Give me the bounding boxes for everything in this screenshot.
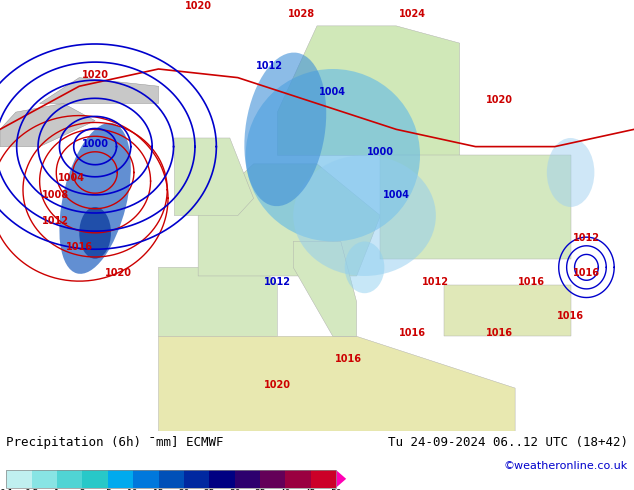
Ellipse shape: [293, 155, 436, 276]
Polygon shape: [380, 155, 571, 259]
Text: 1004: 1004: [58, 173, 85, 183]
Bar: [311, 470, 336, 488]
Text: 1016: 1016: [486, 328, 513, 338]
Text: Tu 24-09-2024 06..12 UTC (18+42): Tu 24-09-2024 06..12 UTC (18+42): [387, 436, 628, 449]
Bar: [209, 470, 235, 488]
Text: 1000: 1000: [82, 139, 108, 148]
Bar: [82, 470, 108, 488]
Bar: [6, 470, 336, 488]
Text: 1008: 1008: [42, 190, 69, 200]
Polygon shape: [158, 336, 515, 431]
Text: 1004: 1004: [320, 87, 346, 97]
Text: 1016: 1016: [517, 276, 545, 287]
Bar: [133, 470, 158, 488]
Text: 1012: 1012: [256, 61, 283, 71]
Bar: [32, 470, 57, 488]
Bar: [57, 470, 82, 488]
Text: 1020: 1020: [82, 70, 108, 79]
Polygon shape: [293, 242, 356, 336]
Bar: [6, 470, 32, 488]
Bar: [235, 470, 260, 488]
Text: 1004: 1004: [383, 190, 410, 200]
Ellipse shape: [244, 52, 327, 206]
Text: 1020: 1020: [264, 380, 291, 390]
Bar: [158, 470, 184, 488]
Text: 1012: 1012: [573, 233, 600, 244]
Ellipse shape: [345, 242, 384, 293]
Ellipse shape: [60, 123, 131, 274]
Text: 1020: 1020: [486, 96, 513, 105]
Text: Precipitation (6h) ¯mm] ECMWF: Precipitation (6h) ¯mm] ECMWF: [6, 436, 224, 449]
Ellipse shape: [79, 207, 111, 259]
Bar: [108, 470, 133, 488]
Text: 1016: 1016: [335, 354, 362, 364]
Polygon shape: [158, 268, 278, 336]
Polygon shape: [174, 138, 254, 216]
Text: 1020: 1020: [105, 268, 133, 278]
Polygon shape: [278, 26, 460, 155]
Text: 1020: 1020: [184, 0, 212, 11]
Polygon shape: [444, 285, 571, 336]
Polygon shape: [336, 470, 346, 488]
Text: 1012: 1012: [422, 276, 450, 287]
Ellipse shape: [547, 138, 595, 207]
Text: 1016: 1016: [66, 242, 93, 252]
Text: 1016: 1016: [557, 311, 584, 321]
Polygon shape: [198, 164, 380, 276]
Text: 1012: 1012: [42, 216, 69, 226]
Polygon shape: [0, 103, 95, 147]
Polygon shape: [39, 77, 158, 103]
Bar: [285, 470, 311, 488]
Text: 1016: 1016: [573, 268, 600, 278]
Text: 1016: 1016: [399, 328, 425, 338]
Text: 1028: 1028: [288, 9, 314, 19]
Ellipse shape: [246, 69, 420, 242]
Text: 1012: 1012: [264, 276, 291, 287]
Bar: [184, 470, 209, 488]
Text: 1000: 1000: [367, 147, 394, 157]
Text: 1024: 1024: [399, 9, 425, 19]
Bar: [260, 470, 285, 488]
Text: 1028: 1028: [335, 0, 362, 2]
Text: ©weatheronline.co.uk: ©weatheronline.co.uk: [503, 461, 628, 470]
